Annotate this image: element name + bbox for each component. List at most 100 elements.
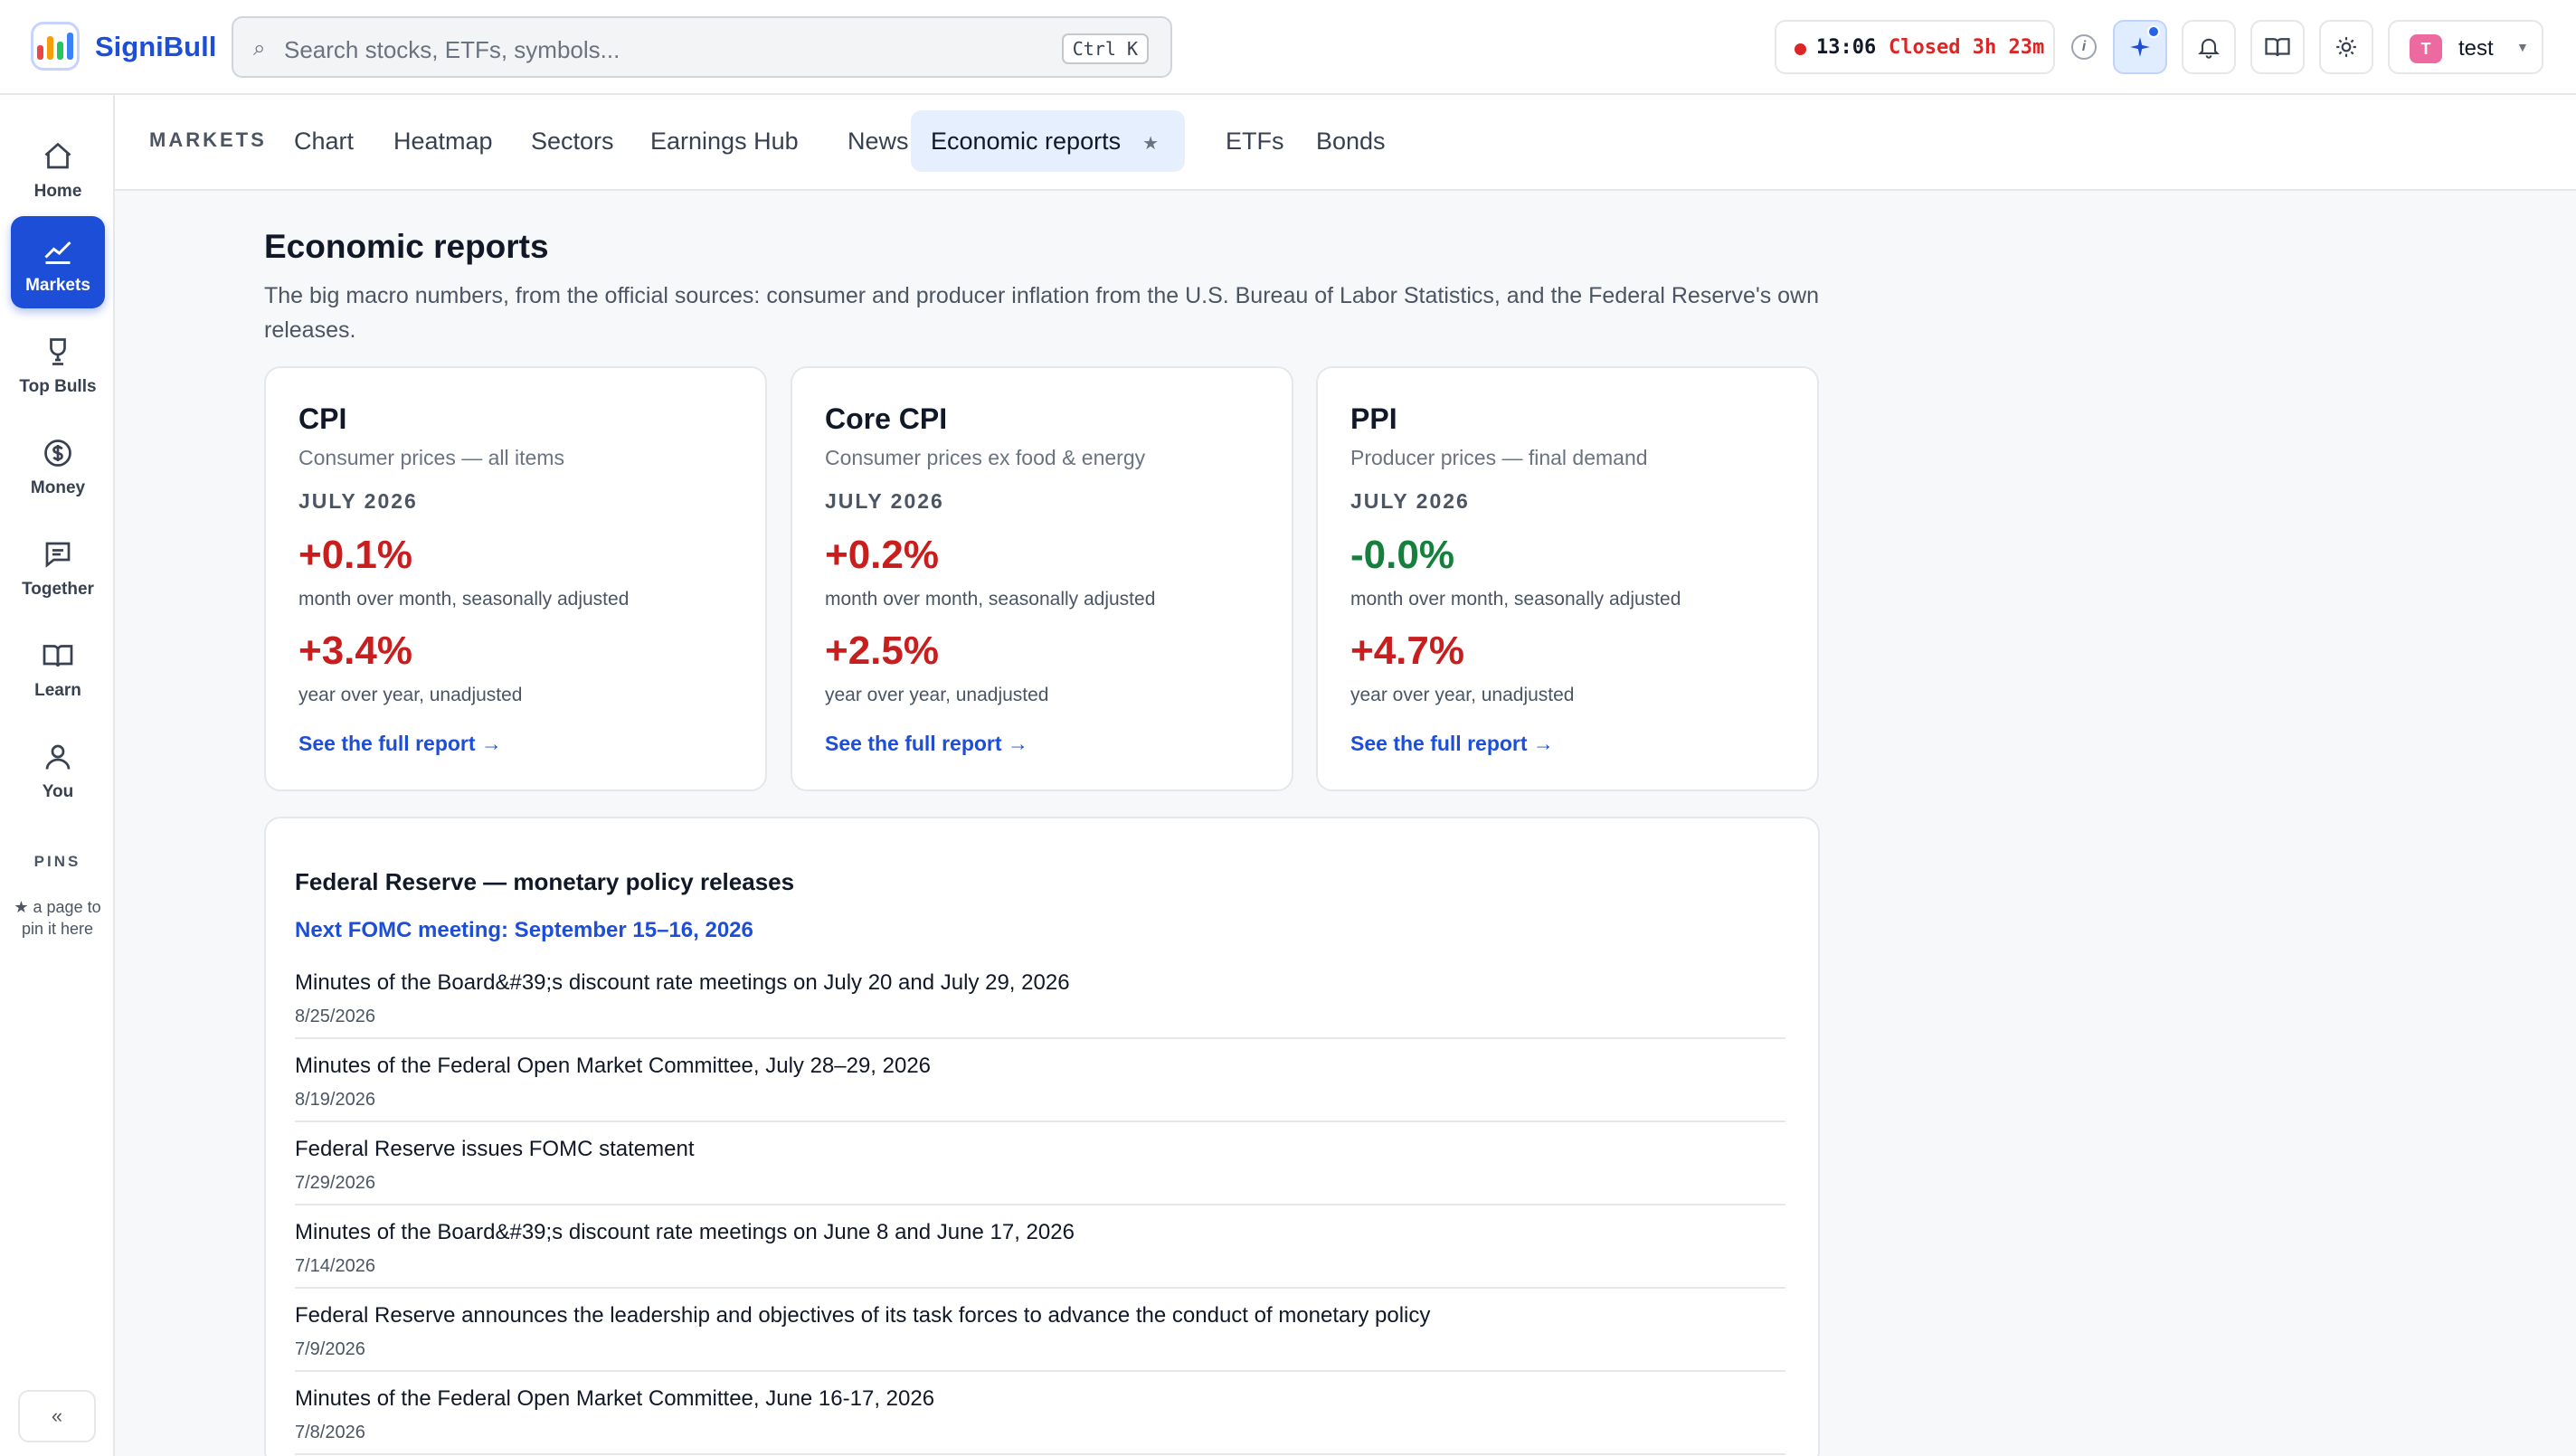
search-input[interactable]: ⌕ Search stocks, ETFs, symbols... Ctrl K: [232, 16, 1172, 78]
full-report-link[interactable]: See the full report →: [298, 732, 502, 755]
bell-icon: [2198, 38, 2220, 59]
user-name: test: [2458, 36, 2494, 61]
notifications-button[interactable]: [2182, 20, 2236, 74]
release-title[interactable]: Minutes of the Board&#39;s discount rate…: [295, 1220, 1075, 1244]
report-card-core-cpi: Core CPI Consumer prices ex food & energ…: [791, 366, 1293, 791]
sidebar-item-home[interactable]: Home: [11, 122, 105, 214]
guide-button[interactable]: [2250, 20, 2305, 74]
tab-sectors[interactable]: Sectors: [531, 128, 614, 155]
mom-note: month over month, seasonally adjusted: [825, 589, 1156, 610]
app-name[interactable]: SigniBull: [95, 31, 217, 62]
user-menu-button[interactable]: T test ▼: [2388, 20, 2543, 74]
avatar: T: [2410, 34, 2442, 63]
list-item[interactable]: Minutes of the Board&#39;s discount rate…: [295, 956, 1785, 1039]
report-card-cpi: CPI Consumer prices — all items JULY 202…: [264, 366, 767, 791]
info-icon[interactable]: i: [2071, 34, 2097, 60]
chart-line-icon: [44, 241, 71, 264]
tab-heatmap[interactable]: Heatmap: [393, 128, 493, 155]
release-title[interactable]: Federal Reserve issues FOMC statement: [295, 1137, 695, 1161]
release-date: 7/9/2026: [295, 1339, 365, 1359]
tab-news[interactable]: News: [848, 128, 909, 155]
release-title[interactable]: Minutes of the Federal Open Market Commi…: [295, 1054, 932, 1078]
pin-star-icon[interactable]: ★: [1142, 134, 1160, 154]
search-placeholder: Search stocks, ETFs, symbols...: [284, 36, 620, 63]
trophy-icon: [50, 338, 66, 365]
dollar-circle-icon: [44, 440, 71, 467]
page-title: Economic reports: [264, 228, 549, 265]
top-bar: SigniBull ⌕ Search stocks, ETFs, symbols…: [0, 0, 2576, 95]
card-period: JULY 2026: [298, 489, 418, 513]
tab-etfs[interactable]: ETFs: [1226, 128, 1284, 155]
sidebar-item-label: You: [42, 782, 74, 801]
search-shortcut-hint: Ctrl K: [1061, 33, 1149, 64]
yoy-change: +3.4%: [298, 629, 412, 673]
list-item[interactable]: Minutes of the Board&#39;s discount rate…: [295, 1205, 1785, 1289]
card-title: Core CPI: [825, 402, 948, 435]
markets-tab-bar: MARKETS Chart Heatmap Sectors Earnings H…: [115, 95, 2576, 191]
market-status-dot: [1795, 43, 1806, 55]
yoy-note: year over year, unadjusted: [1350, 685, 1575, 705]
market-clock: 13:06 Closed 3h 23m: [1775, 20, 2055, 74]
list-item[interactable]: Minutes of the Federal Open Market Commi…: [295, 1372, 1785, 1455]
signibull-logo-icon[interactable]: [31, 22, 80, 71]
sidebar-item-label: Top Bulls: [19, 377, 97, 396]
tab-section-label: MARKETS: [149, 128, 267, 151]
sun-icon: [2336, 37, 2356, 57]
sidebar-item-label: Markets: [25, 276, 90, 295]
market-status: Closed 3h 23m: [1889, 36, 2045, 59]
yoy-change: +4.7%: [1350, 629, 1464, 673]
ai-assistant-button[interactable]: [2113, 20, 2167, 74]
sidebar-item-label: Together: [22, 580, 94, 599]
card-subtitle: Consumer prices — all items: [298, 446, 564, 469]
sidebar-item-you[interactable]: You: [11, 723, 105, 815]
card-subtitle: Producer prices — final demand: [1350, 446, 1648, 469]
card-period: JULY 2026: [1350, 489, 1470, 513]
list-item[interactable]: Federal Reserve issues FOMC statement 7/…: [295, 1122, 1785, 1205]
list-item[interactable]: Minutes of the Federal Open Market Commi…: [295, 1039, 1785, 1122]
notification-dot: [2147, 25, 2160, 38]
yoy-change: +2.5%: [825, 629, 939, 673]
list-item[interactable]: Federal Reserve announces the leadership…: [295, 1289, 1785, 1372]
page-description: The big macro numbers, from the official…: [264, 283, 1820, 343]
mom-note: month over month, seasonally adjusted: [298, 589, 630, 610]
release-title[interactable]: Minutes of the Federal Open Market Commi…: [295, 1386, 935, 1411]
chat-icon: [45, 542, 71, 568]
book-icon: [43, 645, 73, 667]
pins-heading: PINS: [33, 853, 81, 870]
user-icon: [45, 744, 71, 770]
next-fomc-link[interactable]: Next FOMC meeting: September 15–16, 2026: [295, 918, 753, 942]
card-subtitle: Consumer prices ex food & energy: [825, 446, 1146, 469]
tab-economic-reports[interactable]: Economic reports ★: [911, 110, 1185, 172]
sidebar-item-label: Home: [33, 182, 82, 201]
sparkle-icon: [2130, 37, 2150, 57]
tab-chart[interactable]: Chart: [294, 128, 355, 155]
sidebar-item-learn[interactable]: Learn: [11, 621, 105, 714]
sidebar-item-money[interactable]: Money: [11, 419, 105, 511]
sidebar-item-together[interactable]: Together: [11, 520, 105, 612]
card-period: JULY 2026: [825, 489, 944, 513]
mom-change: -0.0%: [1350, 533, 1454, 577]
tab-earnings-hub[interactable]: Earnings Hub: [650, 128, 799, 155]
market-time: 13:06: [1816, 36, 1877, 59]
release-date: 7/8/2026: [295, 1423, 365, 1442]
full-report-link[interactable]: See the full report →: [825, 732, 1028, 755]
sidebar-item-top-bulls[interactable]: Top Bulls: [11, 317, 105, 410]
release-date: 7/29/2026: [295, 1173, 375, 1193]
sidebar-item-markets[interactable]: Markets: [11, 216, 105, 308]
chevron-down-icon: ▼: [2516, 40, 2529, 54]
release-title[interactable]: Minutes of the Board&#39;s discount rate…: [295, 970, 1070, 995]
yoy-note: year over year, unadjusted: [825, 685, 1049, 705]
search-icon: ⌕: [253, 36, 266, 61]
tab-bonds[interactable]: Bonds: [1316, 128, 1386, 155]
collapse-sidebar-button[interactable]: «: [18, 1390, 96, 1442]
pins-hint: ★ a page to pin it here: [14, 898, 101, 938]
release-title[interactable]: Federal Reserve announces the leadership…: [295, 1303, 1431, 1328]
book-open-icon: [2265, 38, 2290, 57]
release-date: 8/25/2026: [295, 1007, 375, 1026]
mom-note: month over month, seasonally adjusted: [1350, 589, 1681, 610]
sidebar: Home Markets Top Bulls Money Together Le…: [0, 95, 115, 1456]
theme-toggle-button[interactable]: [2319, 20, 2373, 74]
full-report-link[interactable]: See the full report →: [1350, 732, 1554, 755]
card-title: CPI: [298, 402, 347, 435]
fed-release-list: Minutes of the Board&#39;s discount rate…: [295, 956, 1785, 1455]
